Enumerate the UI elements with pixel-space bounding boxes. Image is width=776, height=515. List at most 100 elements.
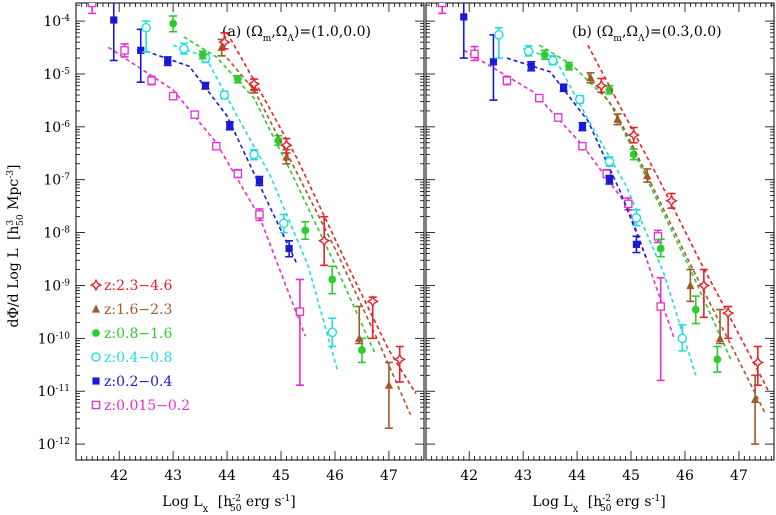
- series: [87, 3, 307, 386]
- data-point: [168, 91, 178, 101]
- data-point: [686, 280, 695, 290]
- y-tick-label: 10-4: [43, 14, 70, 30]
- data-point: [355, 333, 364, 342]
- data-point: [751, 356, 765, 369]
- fit-line: [226, 32, 417, 395]
- data-point: [212, 141, 221, 151]
- data-point: [255, 210, 264, 219]
- data-point: [282, 152, 291, 161]
- data-point: [540, 50, 549, 59]
- legend-label: z:0.8−1.6: [104, 326, 172, 342]
- data-point: [247, 77, 261, 91]
- fit-line: [145, 50, 298, 265]
- data-point: [565, 62, 573, 71]
- data-point: [656, 302, 665, 311]
- legend-marker: [92, 377, 100, 385]
- series: [109, 3, 298, 265]
- panel-a: 42 43 44 45 46 47 10-12 10-11 10-10 10-9 10-8 10-7 1…: [38, 2, 425, 484]
- fit-line: [587, 44, 770, 392]
- data-point: [627, 128, 640, 142]
- plot-frame: [75, 2, 425, 461]
- x-tick-label: 45: [272, 468, 290, 484]
- data-point: [613, 114, 622, 123]
- y-tick-label: 10-7: [43, 173, 70, 189]
- data-point: [301, 226, 310, 235]
- y-tick-label: 10-8: [43, 226, 70, 242]
- data-point: [751, 394, 760, 404]
- data-point: [219, 90, 230, 100]
- fit-line: [463, 49, 675, 339]
- data-point: [169, 19, 178, 28]
- fit-line: [522, 48, 697, 376]
- data-point: [358, 346, 366, 354]
- data-point: [665, 194, 678, 208]
- x-axis-title-b: Log Lx [h-2 50 erg s-1]: [532, 494, 666, 515]
- legend-label: z:0.015−0.2: [104, 398, 190, 414]
- data-point: [393, 353, 406, 366]
- legend-label: z:2.3−4.6: [104, 278, 172, 294]
- fit-line: [587, 73, 767, 416]
- y-tick-label: 10-6: [43, 120, 70, 136]
- series: [587, 44, 770, 392]
- data-point: [164, 57, 172, 65]
- legend-marker: [91, 400, 101, 410]
- x-tick-label: 45: [622, 468, 640, 484]
- series: [141, 20, 339, 372]
- fit-line: [538, 44, 732, 360]
- data-point: [317, 234, 331, 248]
- series: [218, 32, 417, 395]
- legend-label: z:0.4−0.8: [104, 350, 172, 366]
- x-tick-label: 46: [676, 468, 694, 484]
- data-point: [141, 22, 151, 33]
- legend-marker: [91, 352, 101, 362]
- data-point: [721, 306, 735, 320]
- data-point: [201, 82, 210, 90]
- data-point: [179, 43, 189, 54]
- data-point: [535, 93, 544, 103]
- legend-marker: [89, 278, 103, 292]
- plot-frame: [425, 2, 775, 461]
- data-point: [190, 110, 199, 119]
- legend: z:2.3−4.6 z:1.6−2.3 z:0.8−1.6 z:0.4−0.8 z:0.…: [89, 278, 190, 414]
- panels: 42 43 44 45 46 47 10-12 10-11 10-10 10-9 10-8 10-7 1…: [38, 2, 775, 484]
- data-point: [632, 240, 641, 248]
- data-point: [574, 94, 585, 105]
- x-tick-label: 43: [514, 468, 532, 484]
- data-point: [327, 327, 338, 338]
- x-tick-label: 47: [730, 468, 748, 484]
- data-point: [715, 333, 725, 342]
- data-point: [198, 50, 207, 59]
- data-point: [578, 141, 587, 151]
- data-point: [137, 46, 145, 54]
- data-point: [460, 13, 468, 21]
- data-point: [226, 122, 234, 130]
- data-point: [523, 46, 534, 56]
- fit-line: [183, 36, 377, 355]
- data-point: [147, 76, 156, 85]
- fit-line: [506, 57, 648, 261]
- x-tick-label: 42: [460, 468, 478, 484]
- x-tick-label: 42: [110, 468, 128, 484]
- data-point: [110, 16, 118, 24]
- data-point: [547, 55, 558, 66]
- series: [459, 3, 648, 261]
- data-point: [586, 73, 595, 82]
- series: [169, 15, 377, 364]
- data-point: [595, 79, 608, 92]
- series: [538, 44, 732, 373]
- data-point: [274, 136, 283, 145]
- data-point: [489, 58, 498, 66]
- x-tick-label: 46: [326, 468, 344, 484]
- y-tick-label: 10-11: [38, 384, 70, 400]
- data-point: [470, 49, 479, 59]
- series: [494, 26, 697, 376]
- data-point: [578, 123, 587, 131]
- data-point: [553, 113, 563, 122]
- y-tick-label: 10-12: [38, 437, 70, 453]
- series: [437, 3, 675, 382]
- x-tick-label: 43: [164, 468, 182, 484]
- data-point: [494, 30, 504, 40]
- data-point: [677, 333, 688, 344]
- plot-area: [87, 3, 417, 429]
- data-point: [120, 46, 129, 55]
